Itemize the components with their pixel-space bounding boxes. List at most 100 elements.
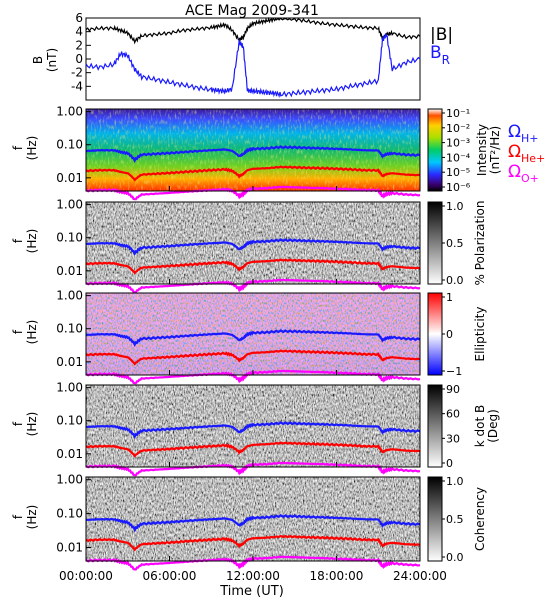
legend-omega-o: ΩO+ (508, 162, 539, 185)
colorbar-label: Coherency (473, 487, 487, 551)
panel1-ytick-label: -4 (71, 79, 83, 93)
colorbar-tick-label: 10⁻³ (446, 137, 470, 150)
colorbar-label: k dot B (473, 405, 487, 447)
panel-wave-normal-angle: 1.00 0.10 0.01 f (Hz) 90 60 30 0 k dot B (Deg) (11, 381, 500, 477)
ytick-label: 0.10 (56, 507, 83, 521)
colorbar-tick-label: 10⁻⁴ (446, 151, 471, 164)
ytick-label: 0.01 (56, 541, 83, 555)
colorbar-label: Intensity (475, 124, 489, 176)
ytick-label: 1.00 (56, 381, 83, 395)
colorbar-tick-label: 0.5 (446, 237, 464, 250)
colorbar-tick-label: 90 (446, 383, 460, 396)
colorbar-tick-label: 1.0 (446, 475, 464, 488)
legend-radial-field: BR (430, 43, 450, 67)
ytick-label: 1.00 (56, 105, 83, 119)
x-axis-label: Time (UT) (219, 584, 284, 599)
ytick-label: 0.01 (56, 447, 83, 461)
yunit: (Hz) (25, 136, 39, 161)
panel1-ytick-label: -2 (71, 66, 83, 80)
panel1-ytick-label: 2 (75, 38, 83, 52)
yunit: (Hz) (25, 412, 39, 437)
panel-coherency: 1.00 0.10 0.01 f (Hz) 1.0 0.5 0.0 Coherency (11, 473, 487, 571)
series-line-radial-field (85, 33, 421, 99)
colorbar (427, 108, 443, 192)
colorbar-tick-label: 10⁻² (446, 122, 470, 135)
panel1-ytick-label: 4 (75, 25, 83, 39)
series-line-total-field (85, 16, 421, 45)
colorbar-label: Ellipticity (473, 307, 487, 362)
ytick-label: 1.00 (56, 198, 83, 212)
colorbar-tick-label: 0 (446, 457, 453, 470)
colorbar (427, 201, 443, 285)
colorbar-label: % Polarization (473, 201, 487, 286)
ytick-label: 0.01 (56, 355, 83, 369)
gyrofrequency-line-he-plus (85, 349, 421, 366)
x-tick-label: 24:00:00 (393, 569, 447, 583)
x-axis-tick-labels: 00:00:00 06:00:00 12:00:00 18:00:00 24:00:00 (59, 569, 447, 583)
colorbar-tick-label: 1 (446, 291, 453, 304)
ylabel: f (11, 145, 25, 150)
ylabel: f (11, 329, 25, 334)
chart-title: ACE Mag 2009-341 (185, 3, 319, 19)
colorbar-tick-label: 0.0 (446, 274, 464, 287)
legend-radial-field-label: B (430, 43, 442, 63)
gyrofrequency-line-he-plus (85, 165, 421, 182)
legend-omega-h-sub: H+ (521, 132, 539, 145)
colorbar-tick-label: 10⁻⁵ (446, 166, 470, 179)
colorbar (427, 292, 443, 376)
panel1-ylabel: B (31, 56, 45, 64)
x-tick-label: 00:00:00 (59, 569, 113, 583)
gyrofrequency-line-he-plus (85, 258, 421, 275)
gyrofrequency-line-h-plus (85, 329, 421, 347)
gyrofrequency-line-he-plus (85, 441, 421, 458)
panel1-ytick-label: 6 (75, 11, 83, 25)
colorbar-tick-label: 0.0 (446, 551, 464, 564)
gyrofrequency-legend: ΩH+ ΩHe+ ΩO+ (508, 122, 545, 185)
ytick-label: 1.00 (56, 473, 83, 487)
legend-omega-he: ΩHe+ (508, 142, 545, 165)
colorbar-tick-label: 1.0 (446, 200, 464, 213)
legend-omega-o-symbol: Ω (508, 162, 521, 182)
spectrogram-panels: 1.000.100.01f (Hz)10⁻¹10⁻²10⁻³10⁻⁴10⁻⁵10⁻… (11, 105, 502, 571)
yunit: (Hz) (25, 229, 39, 254)
ylabel: f (11, 421, 25, 426)
colorbar (427, 476, 443, 562)
yunit: (Hz) (25, 505, 39, 530)
legend-omega-he-symbol: Ω (508, 142, 521, 162)
ytick-label: 0.10 (56, 322, 83, 336)
ytick-label: 0.10 (56, 231, 83, 245)
colorbar-tick-label: 0 (446, 328, 453, 341)
colorbar-tick-label: 30 (446, 432, 460, 445)
colorbar-tick-label: 60 (446, 408, 460, 421)
gyrofrequency-line-h-plus (85, 238, 421, 256)
legend-omega-h-symbol: Ω (508, 122, 521, 142)
panel1-ytick-label: 0 (75, 52, 83, 66)
colorbar-tick-label: 10⁻⁶ (446, 181, 471, 194)
yunit: (Hz) (25, 320, 39, 345)
ytick-label: 0.10 (56, 138, 83, 152)
legend-total-field: |B| (430, 25, 453, 45)
panel1-frame (85, 17, 421, 101)
ylabel: f (11, 514, 25, 519)
panel1-yunit: (nT) (45, 48, 59, 72)
colorbar-unit: (nT²/Hz) (488, 126, 502, 174)
legend-omega-h: ΩH+ (508, 122, 539, 145)
panel-intensity: 1.00 0.10 0.01 f (Hz) 10⁻¹ 10⁻² 10⁻³10⁻⁴ 10⁻⁵ 10⁻… (11, 105, 502, 201)
ylabel: f (11, 238, 25, 243)
colorbar-tick-label: 0.5 (446, 513, 464, 526)
panel1-series (85, 16, 421, 99)
colorbar-tick-label: 10⁻¹ (446, 107, 470, 120)
panel-ellipticity: 1.00 0.10 0.01 f (Hz) 1 0 −1 Ellipticity (11, 289, 487, 385)
x-tick-label: 06:00:00 (143, 569, 197, 583)
legend-omega-he-sub: He+ (521, 152, 545, 165)
panel-polarization: 1.00 0.10 0.01 f (Hz) 1.0 0.5 0.0 % Polarization (11, 198, 487, 294)
gyrofrequency-line-h-plus (85, 421, 421, 439)
ytick-label: 1.00 (56, 289, 83, 303)
colorbar-unit: (Deg) (486, 409, 500, 443)
ytick-label: 0.01 (56, 171, 83, 185)
ytick-label: 0.10 (56, 414, 83, 428)
x-tick-label: 12:00:00 (226, 569, 280, 583)
